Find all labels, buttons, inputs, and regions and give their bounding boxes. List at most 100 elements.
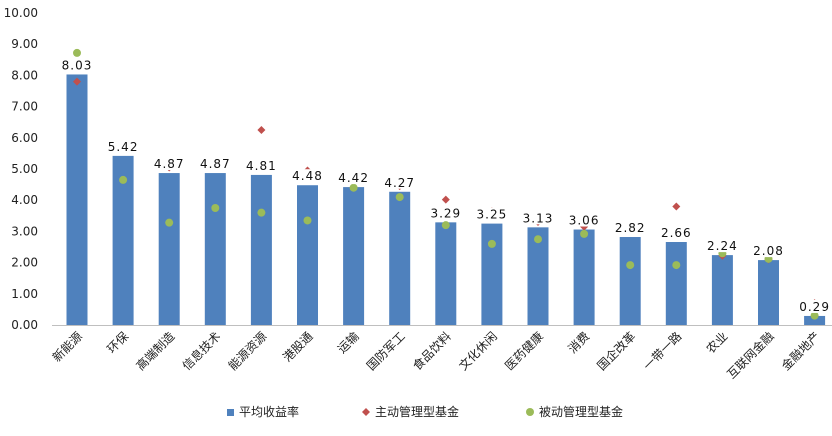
passive-fund-marker [580,229,589,238]
passive-fund-marker [349,183,358,192]
x-tick-label: 运输 [334,329,362,357]
bar-data-label: 5.42 [108,140,139,154]
data-label-bg [291,169,324,183]
data-label-bg [337,171,370,185]
data-label-bg [61,58,93,72]
bar [389,191,411,325]
x-tick-label: 金融地产 [778,329,823,374]
passive-fund-marker [395,193,404,202]
x-tick-label: 能源资源 [226,329,270,373]
bar-data-label: 4.87 [154,157,185,171]
data-label-bg [614,221,647,235]
bar-data-label: 3.29 [430,206,461,220]
y-tick-label: 7.00 [11,100,38,114]
x-tick-label: 新能源 [49,329,85,365]
passive-fund-marker [257,208,266,217]
passive-fund-marker [534,235,542,244]
bar-data-labels: 8.03 5.42 4.87 4.87 4.81 4.48 4.42 4.27 3.29 3.25… [61,58,831,314]
x-tick-label: 食品饮料 [409,329,454,374]
bar [66,74,88,326]
bar-series [66,74,826,326]
y-tick-label: 10.00 [4,6,38,20]
passive-fund-marker [487,239,496,248]
passive-fund-marker [119,175,128,184]
passive-fund-marker [441,221,450,230]
y-tick-label: 4.00 [11,193,38,207]
legend-label: 被动管理型基金 [539,404,623,419]
bar-data-label: 3.25 [477,208,508,222]
bar-data-label: 4.81 [246,159,277,173]
y-axis: 0.00 1.00 2.00 3.00 4.00 5.00 6.00 7.00 8.00 9.00… [4,6,38,332]
x-tick-label: 国企改革 [594,329,639,374]
active-fund-marker [257,126,266,134]
bar-data-label: 3.13 [523,211,554,225]
bar [481,223,503,325]
bar-data-label: 4.87 [200,157,231,171]
x-tick-label: 农业 [704,329,731,356]
bar [804,315,826,325]
bar [250,174,272,325]
bar-data-label: 2.24 [707,239,738,253]
passive-fund-marker [810,311,819,320]
x-tick-label: 文化休闲 [455,329,500,374]
bar [619,237,641,325]
data-label-bg [383,175,416,189]
data-label-bg [752,244,785,258]
data-label-bg [706,239,739,253]
bar-data-label: 2.66 [661,226,692,240]
legend: 平均收益率 主动管理型基金 被动管理型基金 [227,404,623,419]
x-tick-label: 港股通 [280,329,315,364]
passive-fund-series [73,48,819,320]
bar-data-label: 3.06 [569,214,600,228]
data-label-bg [245,158,278,172]
data-label-bg [798,299,831,313]
bar-data-label: 0.29 [799,300,830,314]
legend-marker-dot [526,408,534,416]
y-tick-label: 5.00 [11,162,38,176]
bar [204,173,226,325]
y-tick-label: 3.00 [11,224,38,238]
active-fund-marker [441,195,450,204]
passive-fund-marker [672,261,681,270]
x-tick-label: 高端制造 [133,329,178,374]
data-label-bg [568,213,601,227]
data-label-bg [429,206,462,220]
bar [573,229,595,325]
passive-fund-marker [73,48,81,57]
active-fund-marker [73,77,81,86]
bar-data-label: 8.03 [62,58,93,72]
passive-fund-marker [211,204,220,212]
y-tick-label: 0.00 [11,318,38,332]
x-tick-label: 国防军工 [363,329,408,374]
bar [158,173,180,325]
y-tick-label: 2.00 [11,256,38,270]
bar [527,227,549,325]
passive-fund-marker [626,261,635,270]
data-label-bg [522,211,554,225]
legend-marker-diamond [362,408,370,416]
legend-label: 平均收益率 [239,404,299,419]
y-tick-label: 9.00 [11,37,38,51]
legend-label: 主动管理型基金 [375,404,459,419]
x-tick-label: 互联网金融 [724,329,777,382]
active-fund-marker [672,202,681,211]
x-tick-label: 信息技术 [179,329,224,374]
x-axis: 新能源 环保 高端制造 信息技术 能源资源 港股通 运输 国防军工 食品饮料 文化休闲 医药健康 消费… [49,325,832,382]
bar [112,155,134,325]
legend-marker-bar [227,409,234,416]
bar [297,185,318,325]
bar [435,222,457,325]
bar [665,242,687,325]
bar-data-label: 2.82 [615,221,646,235]
bar [343,187,365,325]
bar-data-label: 2.08 [753,244,784,258]
passive-fund-marker [165,218,174,227]
bar-data-label: 4.48 [292,169,323,183]
bar [711,255,733,325]
bar-data-label: 4.42 [338,171,369,185]
x-tick-label: 消费 [565,329,592,356]
y-tick-label: 8.00 [11,68,38,82]
data-label-bg [107,139,140,153]
